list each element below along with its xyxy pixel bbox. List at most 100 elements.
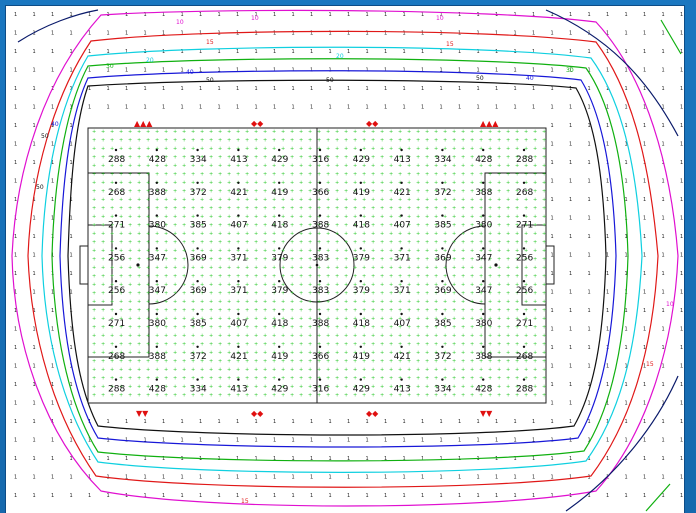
pitch-value: 347 [475, 286, 492, 296]
grid-tick: 1 [310, 12, 313, 18]
calc-point: + [92, 299, 96, 305]
calc-point: + [245, 163, 249, 169]
contour-label-cyan: 20 [146, 57, 154, 64]
value-marker [278, 247, 281, 250]
calc-point: + [164, 282, 168, 288]
grid-tick: 1 [569, 179, 572, 185]
calc-point: + [272, 129, 276, 135]
calc-point: + [362, 197, 366, 203]
grid-tick: 1 [329, 475, 332, 481]
grid-tick: 1 [347, 49, 350, 55]
calc-point: + [299, 299, 303, 305]
calc-point: + [263, 265, 267, 271]
grid-tick: 1 [514, 68, 517, 74]
value-marker [114, 312, 118, 316]
calc-point: + [101, 299, 105, 305]
value-marker [114, 280, 118, 283]
calc-point: + [290, 223, 294, 229]
grid-tick: 1 [569, 86, 572, 92]
value-marker [155, 280, 158, 283]
calc-point: + [254, 189, 258, 195]
calc-point: + [461, 291, 465, 297]
calc-point: + [191, 214, 195, 220]
grid-tick: 1 [662, 105, 665, 111]
calc-point: + [110, 367, 114, 373]
calc-point: + [155, 359, 159, 365]
calc-point: + [335, 138, 339, 144]
value-marker [400, 378, 403, 381]
grid-tick: 1 [588, 12, 591, 18]
calc-point: + [119, 376, 123, 382]
calc-point: + [533, 265, 537, 271]
grid-tick: 1 [70, 105, 73, 111]
grid-tick: 1 [421, 419, 424, 425]
grid-tick: 1 [532, 31, 535, 37]
grid-tick: 1 [51, 475, 54, 481]
calc-point: + [263, 333, 267, 339]
calc-point: + [497, 231, 501, 237]
grid-tick: 1 [680, 179, 683, 185]
calc-point: + [335, 367, 339, 373]
calc-point: + [128, 214, 132, 220]
calc-point: + [353, 223, 357, 229]
calc-point: + [299, 214, 303, 220]
grid-tick: 1 [643, 475, 646, 481]
calc-point: + [533, 274, 537, 280]
calc-point: + [488, 376, 492, 382]
calc-point: + [101, 316, 105, 322]
value-marker [196, 378, 199, 381]
calc-point: + [380, 197, 384, 203]
calc-point: + [227, 333, 231, 339]
calc-point: + [542, 359, 546, 365]
calc-point: + [272, 316, 276, 322]
calc-point: + [380, 367, 384, 373]
calc-point: + [389, 248, 393, 254]
calc-point: + [542, 231, 546, 237]
grid-tick: 1 [218, 438, 221, 444]
value-marker [278, 214, 281, 217]
calc-point: + [146, 316, 150, 322]
grid-tick: 1 [366, 438, 369, 444]
grid-tick: 1 [662, 142, 665, 148]
grid-tick: 1 [51, 12, 54, 18]
grid-tick: 1 [643, 382, 646, 388]
grid-tick: 1 [680, 475, 683, 481]
grid-tick: 1 [680, 123, 683, 129]
calc-point: + [146, 129, 150, 135]
grid-tick: 1 [403, 475, 406, 481]
calc-point: + [191, 333, 195, 339]
calc-point: + [542, 214, 546, 220]
calc-point: + [119, 155, 123, 161]
calc-point: + [470, 240, 474, 246]
calc-point: + [200, 350, 204, 356]
calc-point: + [416, 333, 420, 339]
grid-tick: 1 [569, 419, 572, 425]
calc-point: + [515, 223, 519, 229]
calc-point: + [290, 308, 294, 314]
pitch-value: 388 [312, 221, 329, 231]
calc-point: + [245, 350, 249, 356]
calc-point: + [218, 129, 222, 135]
calc-point: + [407, 172, 411, 178]
calc-point: + [137, 359, 141, 365]
calc-point: + [407, 138, 411, 144]
value-marker [114, 148, 118, 152]
pitch-value: 288 [516, 155, 533, 165]
pitch-value: 419 [271, 352, 288, 362]
grid-tick: 1 [310, 493, 313, 499]
calc-point: + [524, 172, 528, 178]
calc-point: + [191, 257, 195, 263]
calc-point: + [155, 367, 159, 373]
calc-point: + [344, 367, 348, 373]
calc-point: + [317, 172, 321, 178]
calc-point: + [137, 316, 141, 322]
grid-tick: 1 [273, 438, 276, 444]
calc-point: + [326, 138, 330, 144]
calc-point: + [236, 231, 240, 237]
grid-tick: 1 [680, 493, 683, 499]
calc-point: + [236, 308, 240, 314]
grid-tick: 1 [329, 86, 332, 92]
calc-point: + [227, 376, 231, 382]
grid-tick: 1 [144, 419, 147, 425]
calc-point: + [308, 308, 312, 314]
